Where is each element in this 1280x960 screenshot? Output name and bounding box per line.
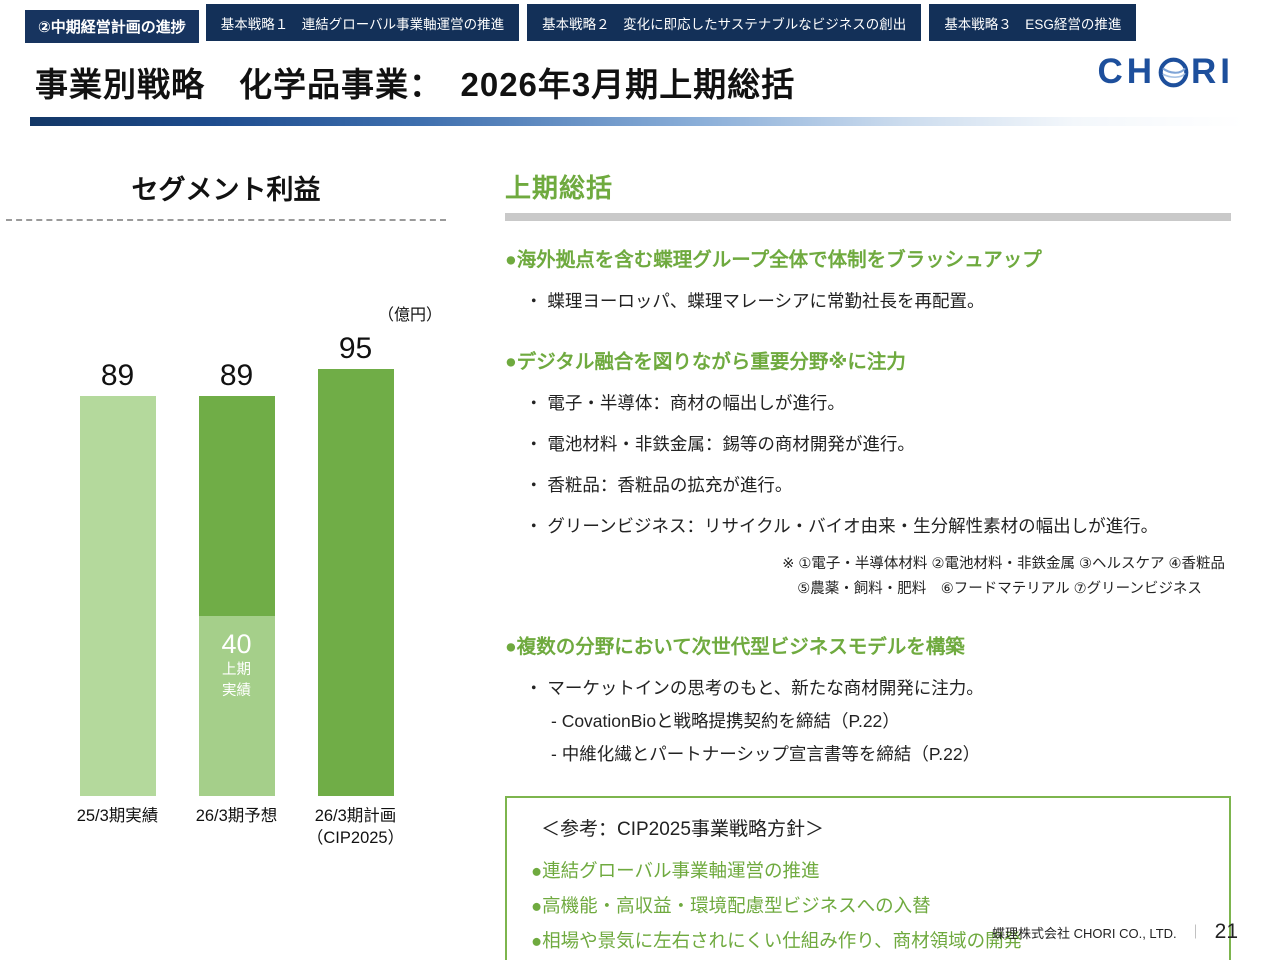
segment-profit-chart: セグメント利益 （億円） 89 25/3期実績 89 40 上期 実績 26/3期予想 95 2… xyxy=(6,168,446,853)
tab-strategy-2: 基本戦略２ 変化に即応したサステナブルなビジネスの創出 xyxy=(527,4,922,41)
bar-stack: 40 上期 実績 xyxy=(198,395,275,796)
footnote-line-2: ⑤農薬・飼料・肥料 ⑥フードマテリアル ⑦グリーンビジネス xyxy=(797,581,1202,597)
reference-item: ●高機能・高収益・環境配慮型ビジネスへの入替 xyxy=(531,895,931,916)
footnote-line-1: ※ ①電子・半導体材料 ②電池材料・非鉄金属 ③ヘルスケア ④香粧品 xyxy=(782,556,1225,572)
tab-strategy-1: 基本戦略１ 連結グローバル事業軸運営の推進 xyxy=(205,4,520,41)
summary-section-structure: ●海外拠点を含む蝶理グループ全体で体制をブラッシュアップ ・ 蝶理ヨーロッパ、蝶… xyxy=(505,243,1231,313)
footnote: ※ ①電子・半導体材料 ②電池材料・非鉄金属 ③ヘルスケア ④香粧品 ⑤農薬・飼… xyxy=(782,552,1225,598)
section-item: ・ 蝶理ヨーロッパ、蝶理マレーシアに常勤社長を再配置。 xyxy=(525,291,985,311)
reference-item: ●相場や景気に左右されにくい仕組み作り、商材領域の開発 xyxy=(531,930,1023,951)
section-title: ●デジタル融合を図りながら重要分野※に注力 xyxy=(505,351,906,373)
title-gradient-rule xyxy=(30,117,1244,126)
strategy-tabs: 基本戦略１ 連結グローバル事業軸運営の推進 基本戦略２ 変化に即応したサステナブ… xyxy=(205,4,1137,41)
section-badge: ②中期経営計画の進捗 xyxy=(25,10,199,43)
logo-text-right: RI xyxy=(1191,52,1234,91)
section-item: ・ 香粧品：香粧品の拡充が進行。 xyxy=(525,475,793,495)
page-title: 事業別戦略 化学品事業： 2026年3月期上期総括 xyxy=(35,66,796,103)
reference-box-title: ＜参考：CIP2025事業戦略方針＞ xyxy=(541,819,824,840)
h1-summary-panel: 上期総括 ●海外拠点を含む蝶理グループ全体で体制をブラッシュアップ ・ 蝶理ヨー… xyxy=(505,168,1231,960)
tab-strategy-3: 基本戦略３ ESG経営の推進 xyxy=(929,4,1137,41)
bar-segment-label: 40 上期 実績 xyxy=(221,629,252,700)
bar-chart-plot: 89 25/3期実績 89 40 上期 実績 26/3期予想 95 26/3期計画 （CIP202… xyxy=(58,331,446,853)
section-item: ・ 電子・半導体：商材の幅出しが進行。 xyxy=(525,393,845,413)
bar-segment: 40 上期 実績 xyxy=(198,616,275,796)
bar-segment xyxy=(317,368,394,796)
section-item: ・ マーケットインの思考のもと、新たな商材開発に注力。 xyxy=(525,678,984,698)
bar-segment xyxy=(79,395,156,796)
bar-value-label: 95 xyxy=(338,331,373,365)
page-number: 21 xyxy=(1214,920,1238,943)
chart-title: セグメント利益 xyxy=(131,175,321,205)
footer-divider: ｜ xyxy=(1188,924,1203,940)
section-subitem: - 中維化繊とパートナーシップ宣言書等を締結（P.22） xyxy=(551,744,981,764)
section-item: ・ 電池材料・非鉄金属：錫等の商材開発が進行。 xyxy=(525,434,915,454)
bar-column: 95 26/3期計画 （CIP2025） xyxy=(296,331,415,853)
title-block: 事業別戦略 化学品事業： 2026年3月期上期総括 xyxy=(35,58,1280,106)
bar-stack xyxy=(317,368,394,796)
bar-value-label: 89 xyxy=(219,358,254,392)
summary-section-digital: ●デジタル融合を図りながら重要分野※に注力 ・ 電子・半導体：商材の幅出しが進行… xyxy=(505,345,1231,598)
bar-segment xyxy=(198,395,275,616)
reference-item: ●連結グローバル事業軸運営の推進 xyxy=(531,860,820,881)
bar-value-label: 89 xyxy=(100,358,135,392)
section-item: ・ グリーンビジネス：リサイクル・バイオ由来・生分解性素材の幅出しが進行。 xyxy=(525,516,1159,536)
bar-category-label: 25/3期実績 xyxy=(76,807,159,825)
chart-dashed-divider xyxy=(6,219,446,221)
reference-box: ＜参考：CIP2025事業戦略方針＞ ●連結グローバル事業軸運営の推進 ●高機能… xyxy=(505,796,1231,960)
bar-category-label: 26/3期予想 xyxy=(195,807,278,825)
bar-category-label: 26/3期計画 （CIP2025） xyxy=(306,807,405,848)
summary-heading: 上期総括 xyxy=(505,173,614,203)
logo-text-left: CH xyxy=(1097,52,1156,91)
reference-box-items: ●連結グローバル事業軸運営の推進 ●高機能・高収益・環境配慮型ビジネスへの入替 … xyxy=(531,857,1219,960)
header-bar: ②中期経営計画の進捗 基本戦略１ 連結グローバル事業軸運営の推進 基本戦略２ 変… xyxy=(0,0,1280,43)
chori-logo: CH RI xyxy=(1097,52,1234,92)
logo-globe-icon xyxy=(1157,56,1190,89)
summary-heading-rule xyxy=(505,213,1231,221)
section-title: ●海外拠点を含む蝶理グループ全体で体制をブラッシュアップ xyxy=(505,249,1042,271)
footer: 蝶理株式会社 CHORI CO., LTD. ｜ 21 xyxy=(992,920,1238,944)
bar-column: 89 40 上期 実績 26/3期予想 xyxy=(177,331,296,853)
bar-stack xyxy=(79,395,156,796)
footer-company-name: 蝶理株式会社 CHORI CO., LTD. xyxy=(991,925,1177,941)
summary-section-business-model: ●複数の分野において次世代型ビジネスモデルを構築 ・ マーケットインの思考のもと… xyxy=(505,630,1231,766)
chart-unit-label: （億円） xyxy=(377,307,442,324)
bar-column: 89 25/3期実績 xyxy=(58,331,177,853)
section-subitem: - CovationBioと戦略提携契約を締結（P.22） xyxy=(551,711,900,731)
section-title: ●複数の分野において次世代型ビジネスモデルを構築 xyxy=(505,636,965,658)
